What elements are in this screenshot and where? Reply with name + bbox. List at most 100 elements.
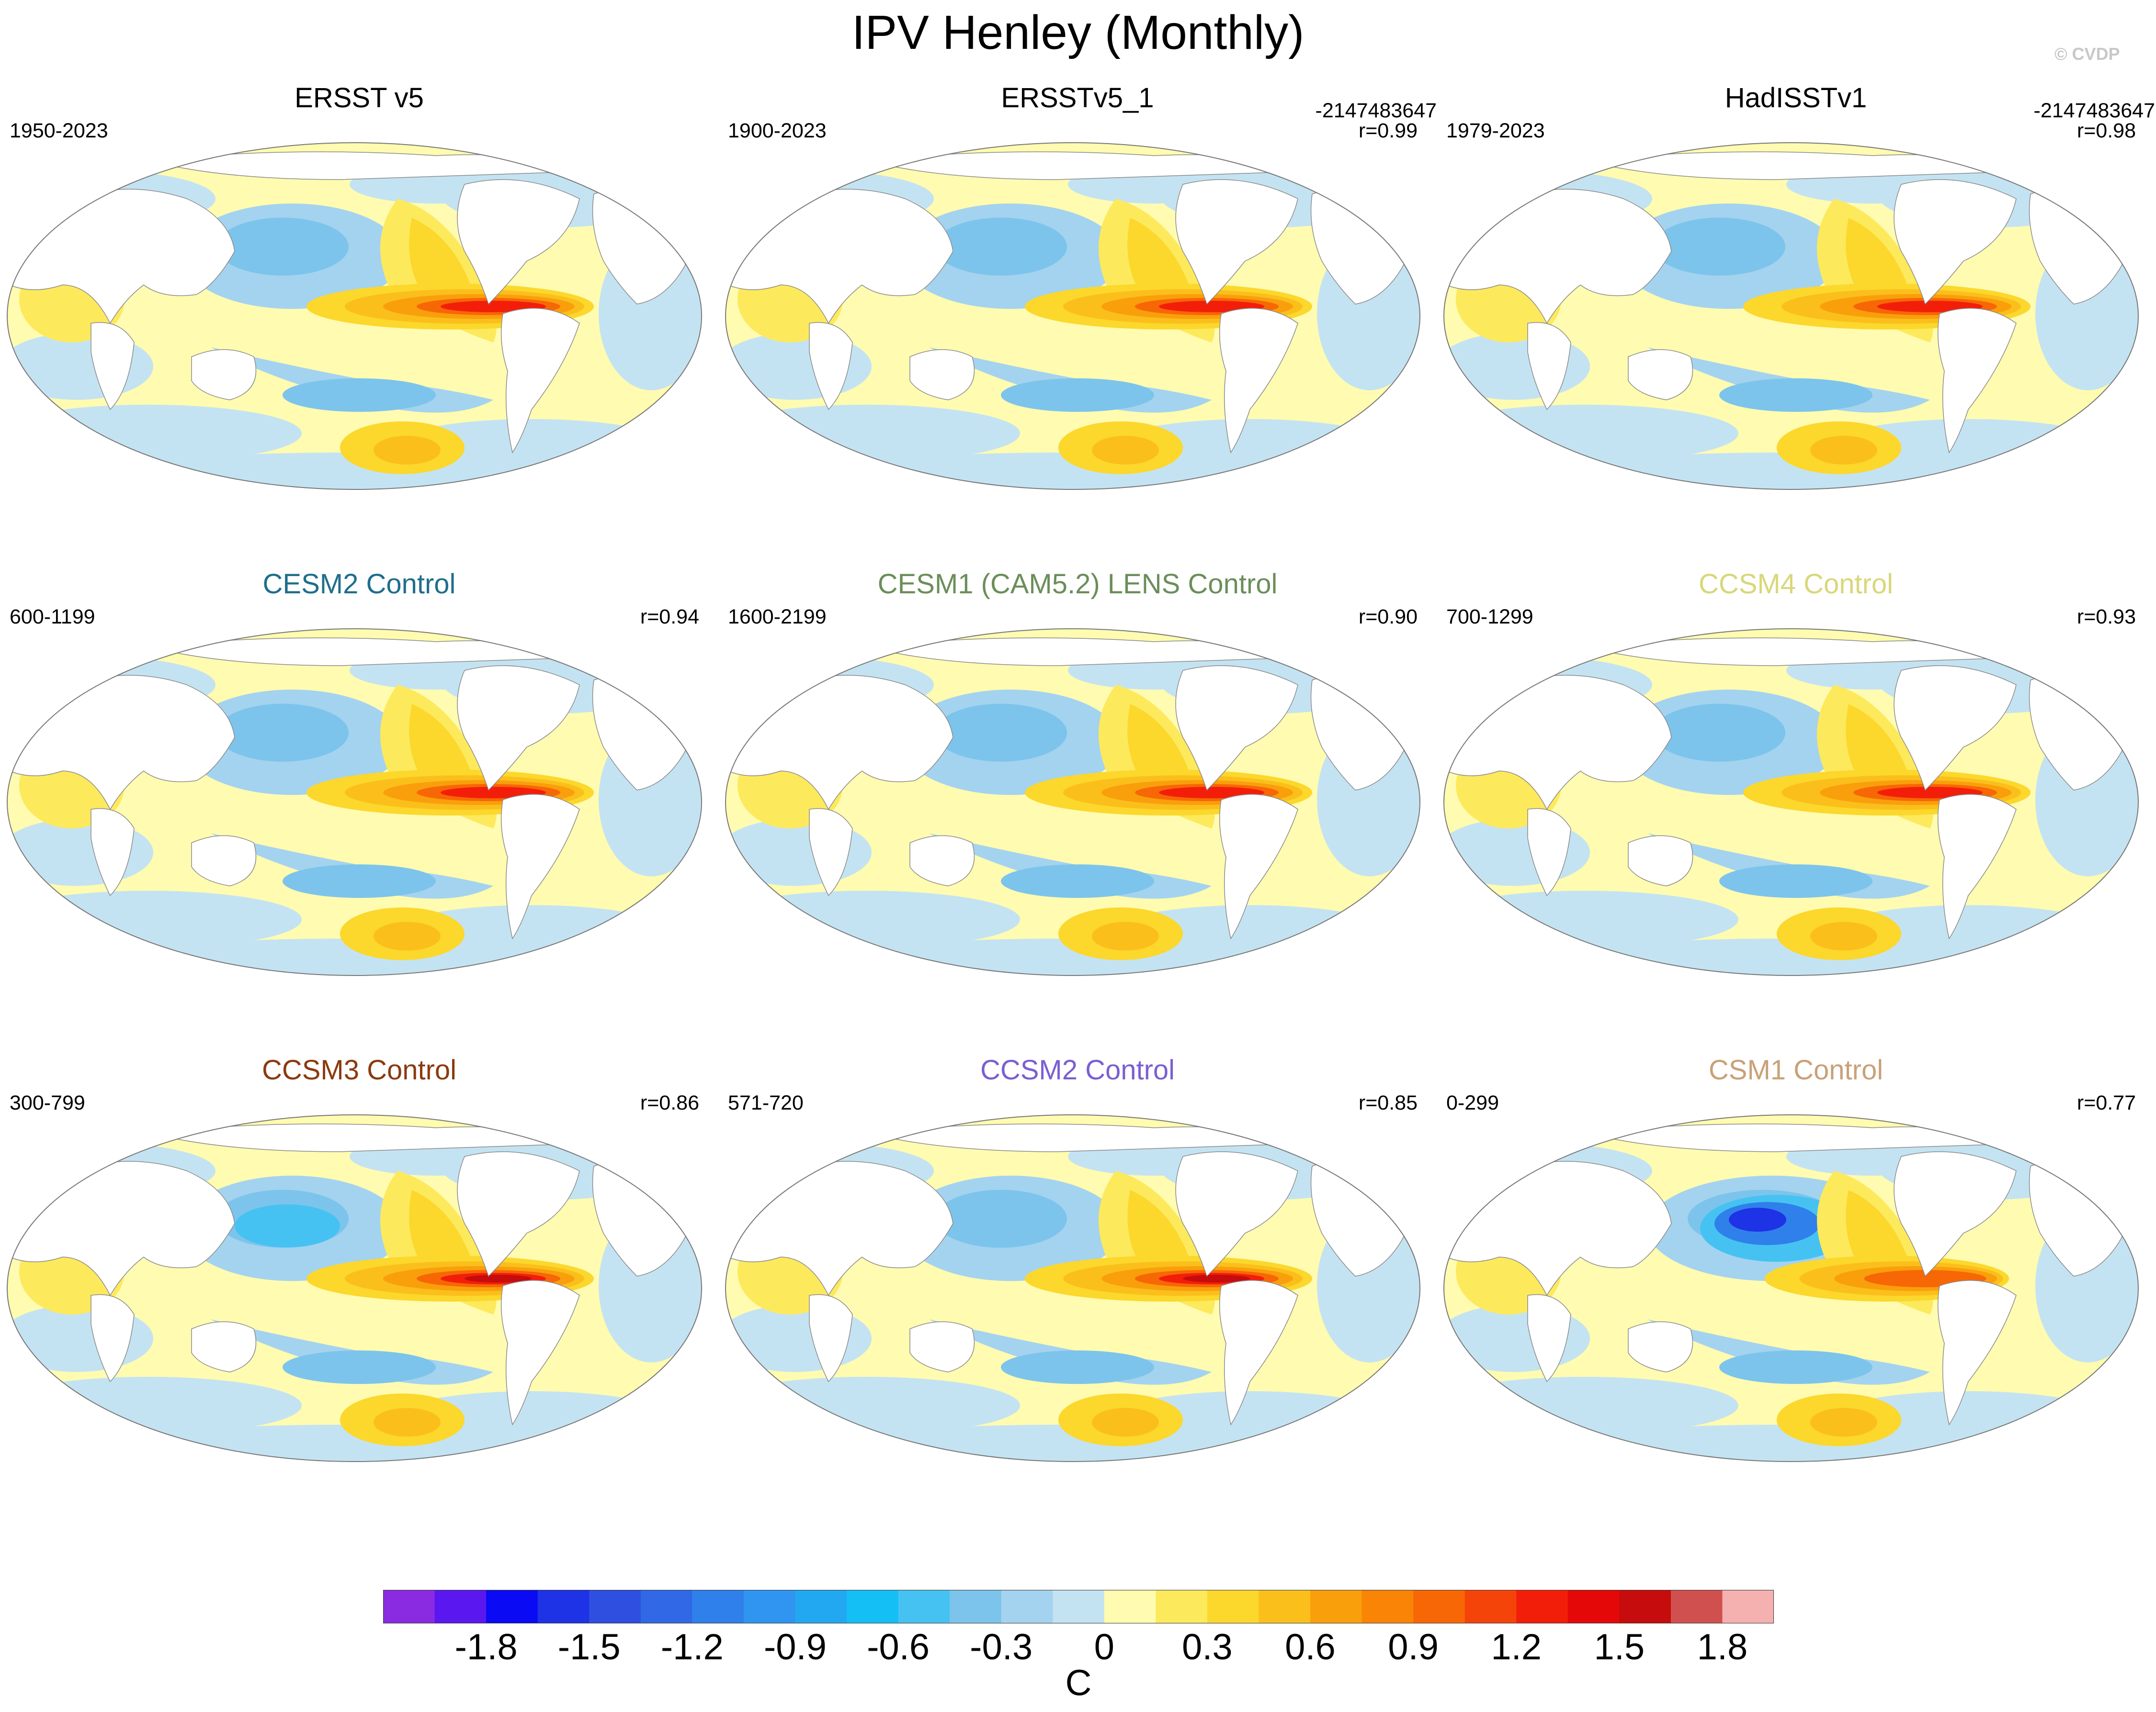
colorbar-swatch (1464, 1590, 1517, 1623)
map-boundary (1443, 142, 2139, 490)
panel-title: CCSM4 Control (1698, 568, 1894, 600)
cool-anomaly-south-core (1719, 378, 1872, 412)
panel-period: 1600-2199 (728, 605, 827, 628)
map-boundary (725, 628, 1420, 976)
continent-outline (91, 808, 135, 896)
continent-outline (1937, 1280, 2017, 1426)
continent-outline (1219, 308, 1298, 454)
colorbar-swatch (1413, 1590, 1465, 1623)
colorbar-tick-label: 1.5 (1594, 1627, 1645, 1667)
sst-anomaly-map (1443, 1114, 2139, 1462)
map-boundary (7, 142, 702, 490)
map-panel: ERSSTv5_1 1900-2023 -2147483647 r=0.99 (718, 81, 1437, 560)
map-boundary (725, 1114, 1420, 1462)
map-boundary (1443, 1114, 2139, 1462)
anomaly-contour (1444, 405, 1738, 462)
colorbar-tick-label: -1.8 (454, 1627, 518, 1667)
anomaly-contour (726, 891, 1020, 948)
continent-outline (191, 835, 257, 886)
cool-anomaly-south-core (1001, 1350, 1154, 1384)
cool-anomaly-north-core (1653, 703, 1785, 762)
anomaly-contour (1444, 891, 1738, 948)
panel-id-value: -2147483647 (2033, 99, 2155, 122)
colorbar-tick-label: -1.2 (660, 1627, 724, 1667)
map-panel: CESM2 Control 600-1199 r=0.94 (0, 567, 718, 1046)
cool-anomaly-north-core (216, 217, 349, 276)
colorbar-swatch (743, 1590, 795, 1623)
continent-outline (1628, 835, 1693, 886)
warm-anomaly-south-core (374, 922, 441, 951)
continent-outline (1175, 1151, 1298, 1277)
panel-period: 700-1299 (1446, 605, 1533, 628)
colorbar-swatch (1619, 1590, 1671, 1623)
cvdp-credit: © CVDP (2054, 44, 2120, 64)
colorbar-swatch (589, 1590, 641, 1623)
colorbar-swatch (1670, 1590, 1723, 1623)
cool-anomaly-south-core (1719, 1350, 1872, 1384)
warm-anomaly-south-core (374, 436, 441, 465)
colorbar-swatch (1516, 1590, 1568, 1623)
cool-anomaly-north-core (935, 703, 1067, 762)
anomaly-contour (726, 405, 1020, 462)
colorbar-swatch (1207, 1590, 1259, 1623)
continent-outline (191, 349, 257, 400)
sst-anomaly-map (725, 628, 1420, 976)
sst-anomaly-map (7, 142, 702, 490)
panel-correlation: r=0.90 (1358, 605, 1418, 628)
anomaly-contour (726, 1377, 1020, 1434)
continent-outline (1628, 349, 1693, 400)
continent-outline (1527, 322, 1571, 410)
colorbar-tick-label: 0.6 (1285, 1627, 1336, 1667)
cool-anomaly-north-core (1653, 217, 1785, 276)
colorbar-tick-label: -1.5 (557, 1627, 621, 1667)
panel-id-value: -2147483647 (1315, 99, 1437, 122)
panel-period: 1900-2023 (728, 119, 827, 142)
continent-outline (809, 322, 853, 410)
continent-outline (91, 1294, 135, 1383)
colorbar-swatch (1156, 1590, 1208, 1623)
colorbar-swatch (383, 1590, 435, 1623)
continent-outline (91, 322, 135, 410)
colorbar-tick-label: 1.8 (1697, 1627, 1748, 1667)
continent-outline (457, 179, 580, 305)
colorbar-tick-label: -0.9 (763, 1627, 827, 1667)
panel-title: ERSST v5 (295, 82, 424, 113)
continent-outline (457, 665, 580, 791)
colorbar-swatch (1362, 1590, 1414, 1623)
panel-period: 571-720 (728, 1091, 804, 1114)
colorbar-swatch (847, 1590, 899, 1623)
colorbar-swatch (1104, 1590, 1156, 1623)
continent-outline (1175, 665, 1298, 791)
continent-outline (809, 1294, 853, 1383)
figure-title: IPV Henley (Monthly) (851, 6, 1305, 59)
map-panel: HadISSTv1 1979-2023 -2147483647 r=0.98 (1437, 81, 2155, 560)
cool-anomaly-south-core (283, 864, 436, 898)
warm-anomaly-south-core (1810, 436, 1877, 465)
cool-anomaly-core (1729, 1208, 1786, 1232)
panel-correlation: r=0.94 (640, 605, 699, 628)
colorbar-swatch (1310, 1590, 1362, 1623)
colorbar-swatch (795, 1590, 847, 1623)
cool-anomaly-north-core (935, 217, 1067, 276)
panel-correlation: r=0.86 (640, 1091, 699, 1114)
colorbar-swatch (1053, 1590, 1105, 1623)
colorbar-swatch (434, 1590, 487, 1623)
cool-anomaly-south-core (1001, 378, 1154, 412)
panel-correlation: r=0.85 (1358, 1091, 1418, 1114)
continent-outline (1894, 665, 2017, 791)
continent-outline (1628, 1321, 1693, 1372)
cool-anomaly-south-core (283, 1350, 436, 1384)
anomaly-contour (7, 1377, 302, 1434)
sst-anomaly-map (725, 1114, 1420, 1462)
warm-anomaly-south-core (1092, 436, 1159, 465)
panel-title: CCSM2 Control (980, 1054, 1175, 1086)
panel-title: HadISSTv1 (1725, 82, 1867, 113)
sst-anomaly-map (7, 1114, 702, 1462)
anomaly-contour (1444, 1377, 1738, 1434)
panel-period: 0-299 (1446, 1091, 1499, 1114)
panel-period: 600-1199 (10, 605, 95, 628)
map-boundary (725, 142, 1420, 490)
continent-outline (457, 1151, 580, 1277)
colorbar-swatch (950, 1590, 1002, 1623)
colorbar-swatch (537, 1590, 590, 1623)
